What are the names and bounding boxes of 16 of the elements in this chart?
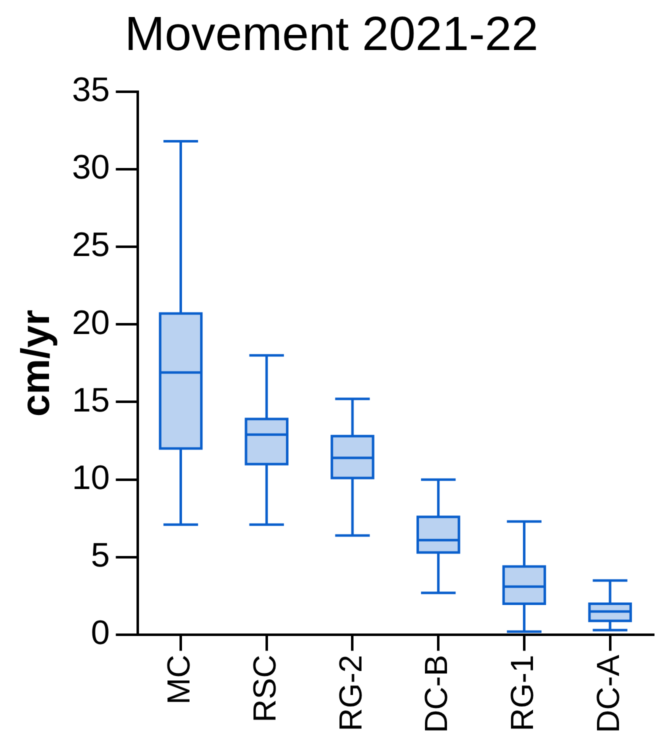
y-tick-label: 15 bbox=[72, 381, 110, 420]
y-tick-label: 0 bbox=[90, 614, 110, 652]
y-tick-label: 30 bbox=[72, 148, 110, 187]
y-tick-label: 20 bbox=[72, 304, 110, 342]
x-tick-label: DC-B bbox=[418, 654, 454, 733]
y-axis-title: cm/yr bbox=[14, 310, 58, 417]
x-tick-label: RG-2 bbox=[332, 654, 368, 732]
y-tick-label: 35 bbox=[72, 70, 110, 109]
y-tick-label: 25 bbox=[72, 226, 110, 264]
y-tick-label: 10 bbox=[72, 458, 110, 497]
x-tick-label: RG-1 bbox=[504, 654, 540, 732]
x-tick-label: RSC bbox=[246, 654, 282, 722]
x-tick-label: MC bbox=[160, 654, 197, 705]
y-tick-label: 5 bbox=[90, 536, 110, 575]
chart-title: Movement 2021-22 bbox=[124, 8, 538, 62]
x-tick-label: DC-A bbox=[590, 654, 626, 733]
